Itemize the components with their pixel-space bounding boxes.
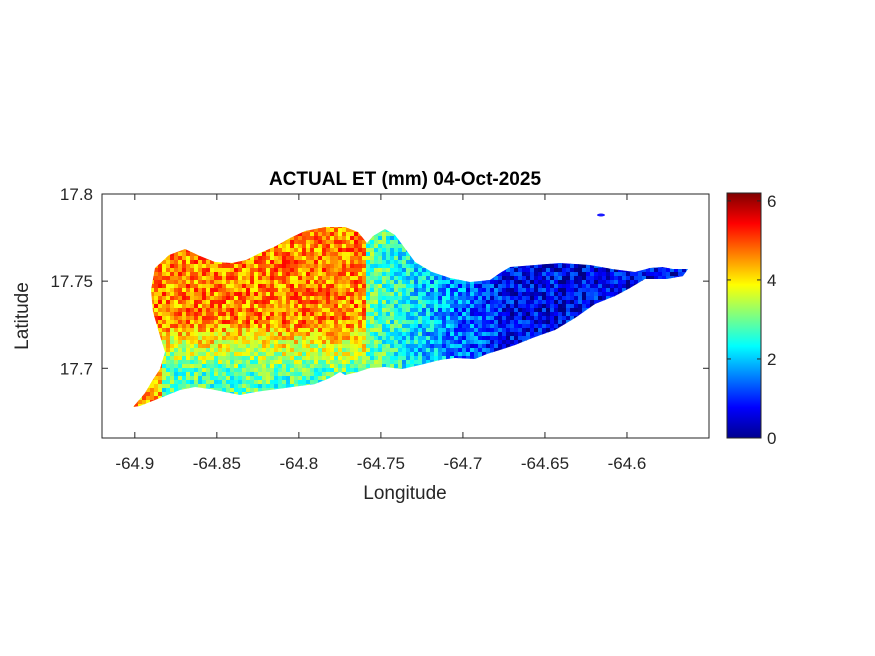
x-axis-label: Longitude: [363, 483, 446, 504]
x-tick-label: -64.7: [444, 454, 483, 473]
y-tick-label: 17.7: [60, 359, 93, 378]
islet: [597, 213, 605, 217]
colorbar: [726, 192, 762, 439]
colorbar-tick-label: 2: [767, 350, 776, 369]
x-tick-label: -64.65: [521, 454, 569, 473]
y-axis-label: Latitude: [12, 282, 33, 350]
x-tick-label: -64.8: [279, 454, 318, 473]
x-tick-label: -64.85: [193, 454, 241, 473]
colorbar-tick-label: 6: [767, 192, 776, 211]
colorbar-tick-label: 4: [767, 271, 776, 290]
x-tick-label: -64.9: [115, 454, 154, 473]
x-tick-label: -64.6: [608, 454, 647, 473]
y-tick-label: 17.75: [50, 272, 93, 291]
y-tick-label: 17.8: [60, 185, 93, 204]
axis-ticks: -64.9 -64.85 -64.8 -64.75 -64.7 -64.65 -64.6 17…: [50, 185, 709, 473]
x-tick-label: -64.75: [357, 454, 405, 473]
colorbar-ticks: 0 2 4 6: [727, 192, 776, 448]
map-title: ACTUAL ET (mm) 04-Oct-2025: [269, 169, 541, 190]
colorbar-tick-label: 0: [767, 429, 776, 448]
